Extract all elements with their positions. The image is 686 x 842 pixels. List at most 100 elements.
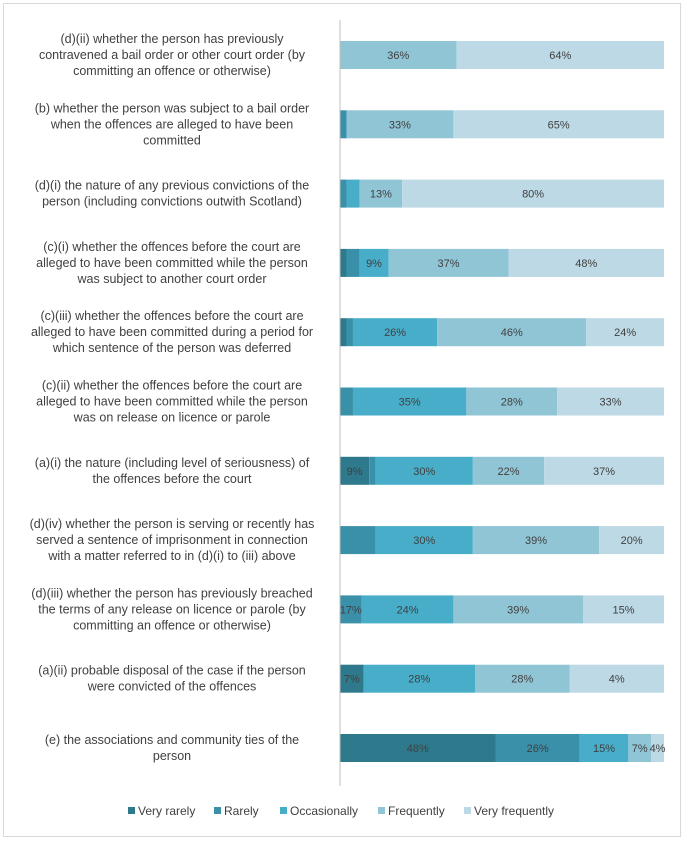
bar-data-label: 65% (548, 119, 570, 131)
bar-segment (628, 734, 652, 762)
bar-segment (651, 734, 664, 762)
category-label: (d)(iv) whether the person is serving or… (30, 517, 315, 563)
bar-segment (495, 734, 580, 762)
bar-segment (340, 456, 370, 485)
bar-segment (369, 456, 376, 485)
bar-segment (361, 595, 454, 624)
bar-data-label: 28% (501, 397, 523, 409)
category-label-line: person (including convictions outwith Sc… (42, 195, 302, 209)
category-label-line: committed (143, 133, 201, 147)
category-label-line: (c)(i) whether the offences before the c… (43, 240, 301, 254)
bar-data-label: 17% (340, 604, 362, 616)
category-labels: (d)(ii) whether the person has previousl… (30, 32, 315, 763)
bar-segment (453, 110, 664, 139)
legend-label: Very frequently (474, 804, 554, 818)
legend-label: Very rarely (138, 804, 195, 818)
category-label-line: (d)(ii) whether the person has previousl… (60, 32, 284, 46)
bar-data-label: 20% (621, 535, 643, 547)
category-label-line: (d)(iii) whether the person has previous… (31, 586, 312, 600)
bar-segment (402, 179, 664, 208)
category-label: (c)(i) whether the offences before the c… (36, 240, 308, 286)
bar-segment (437, 318, 587, 347)
bar-segment (579, 734, 629, 762)
category-label-line: (e) the associations and community ties … (45, 733, 299, 747)
bar-data-label: 22% (497, 466, 519, 478)
bar-data-label: 15% (593, 743, 615, 755)
bar-segment (340, 595, 362, 624)
bar-segment (346, 110, 454, 139)
category-label-line: (d)(i) the nature of any previous convic… (35, 179, 309, 193)
bar-segment (340, 110, 347, 139)
bar-segment (569, 664, 664, 693)
bar-segment (340, 664, 364, 693)
category-label: (b) whether the person was subject to a … (35, 101, 309, 147)
bar-segment (346, 179, 360, 208)
bar-data-label: 24% (396, 604, 418, 616)
bar-segment (586, 318, 664, 347)
category-label: (a)(ii) probable disposal of the case if… (38, 664, 306, 694)
bar-data-label: 4% (650, 743, 666, 755)
category-label-line: the offences before the court (93, 472, 252, 486)
bar-segment (544, 456, 664, 485)
bar-segment (456, 41, 664, 69)
bar-segment (466, 387, 558, 416)
bar-data-label: 9% (347, 466, 363, 478)
bar-data-label: 46% (501, 327, 523, 339)
bars (340, 41, 664, 762)
category-label-line: alleged to have been committed while the… (36, 256, 308, 270)
bar-data-label: 39% (525, 535, 547, 547)
category-label-line: (c)(ii) whether the offences before the … (42, 379, 302, 393)
category-label: (a)(i) the nature (including level of se… (35, 456, 310, 486)
category-label-line: the terms of any release on licence or p… (38, 602, 306, 616)
category-label-line: committing an offence or otherwise) (73, 618, 271, 632)
bar-data-label: 28% (408, 674, 430, 686)
category-label-line: with a matter referred to in (d)(i) to (… (47, 549, 295, 563)
bar-segment (388, 248, 509, 277)
bar-data-label: 33% (600, 397, 622, 409)
bar-data-label: 15% (612, 604, 634, 616)
bar-segment (340, 526, 376, 555)
legend-label: Frequently (388, 804, 445, 818)
category-label-line: committing an offence or otherwise) (73, 64, 271, 78)
category-label-line: was on release on licence or parole (73, 411, 271, 425)
bar-data-label: 7% (344, 674, 360, 686)
category-label-line: (a)(ii) probable disposal of the case if… (38, 664, 306, 678)
legend-swatch (378, 807, 385, 814)
bar-segment (359, 179, 403, 208)
bar-segment (340, 734, 496, 762)
bar-segment (375, 526, 473, 555)
category-label-line: when the offences are alleged to have be… (50, 117, 293, 131)
bar-data-label: 7% (632, 743, 648, 755)
category-label-line: alleged to have been committed while the… (36, 395, 308, 409)
bar-data-label: 48% (407, 743, 429, 755)
bar-segment (340, 41, 457, 69)
bar-data-label: 39% (507, 604, 529, 616)
legend-swatch (128, 807, 135, 814)
category-label: (c)(iii) whether the offences before the… (31, 309, 313, 355)
bar-segment (340, 387, 353, 416)
bar-segment (453, 595, 583, 624)
bar-data-label: 36% (387, 50, 409, 62)
category-label: (c)(ii) whether the offences before the … (36, 379, 308, 425)
bar-data-label: 33% (389, 119, 411, 131)
bar-data-label: 4% (609, 674, 625, 686)
bar-data-label: 30% (413, 535, 435, 547)
category-label-line: contravened a bail order or other court … (39, 48, 306, 62)
bar-data-label: 26% (527, 743, 549, 755)
bar-data-label: 35% (399, 397, 421, 409)
legend: Very rarely Rarely Occasionally Frequently V… (128, 804, 554, 818)
legend-label: Occasionally (290, 804, 358, 818)
bar-segment (359, 248, 389, 277)
bar-segment (508, 248, 664, 277)
category-label-line: were convicted of the offences (87, 680, 257, 694)
chart-frame: (d)(ii) whether the person has previousl… (3, 3, 681, 837)
legend-swatch (280, 807, 287, 814)
legend-swatch (464, 807, 471, 814)
category-label: (d)(ii) whether the person has previousl… (39, 32, 306, 78)
bar-segment (346, 248, 360, 277)
bar-data-label: 30% (413, 466, 435, 478)
bar-segment (472, 526, 600, 555)
category-label-line: served a sentence of imprisonment in con… (36, 533, 308, 547)
bar-data-label: 28% (511, 674, 533, 686)
bar-segment (352, 318, 438, 347)
